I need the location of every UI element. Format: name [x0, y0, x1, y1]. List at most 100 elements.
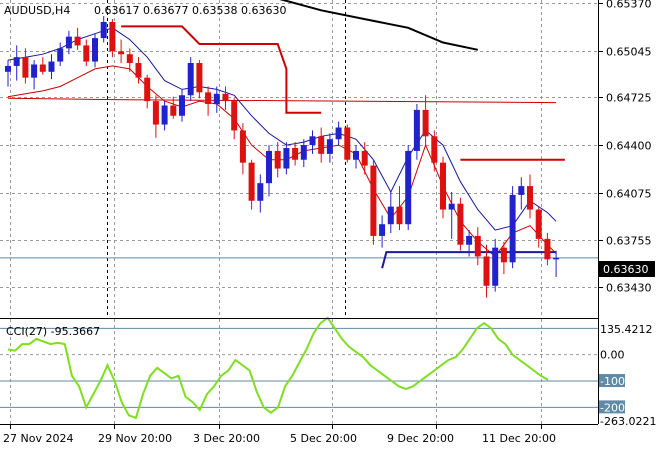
bearish-candle: [152, 101, 159, 125]
time-tick-label: 5 Dec 20:00: [290, 432, 357, 445]
bearish-candle: [292, 148, 299, 160]
bearish-candle: [544, 238, 551, 260]
bullish-candle: [13, 57, 20, 66]
time-tick-label: 27 Nov 2024: [3, 432, 73, 445]
bearish-candle: [196, 63, 203, 93]
bullish-candle: [379, 224, 386, 236]
bullish-candle: [387, 206, 394, 225]
price-axis: 0.65370 0.65045 0.64725 0.64400 0.64075 0.637…: [598, 0, 652, 295]
bullish-candle: [179, 95, 185, 116]
bullish-candle: [466, 235, 473, 245]
bearish-candle: [344, 127, 351, 160]
bearish-candle: [535, 209, 542, 239]
cci-title: CCI(27) -95.3667: [6, 325, 100, 338]
bearish-candle: [126, 54, 133, 64]
bearish-candle: [440, 162, 446, 210]
bearish-candle: [118, 51, 125, 55]
bearish-candle: [422, 109, 429, 137]
bullish-candle: [553, 257, 560, 260]
bearish-candle: [22, 57, 29, 78]
price-tick-label: 0.65045: [606, 46, 652, 59]
price-tick-label: 0.65370: [606, 0, 652, 11]
bearish-candle: [527, 186, 533, 210]
bullish-candle: [448, 203, 455, 210]
bearish-candle: [396, 206, 403, 225]
bullish-candle: [326, 139, 333, 154]
price-tick-label: 0.63430: [606, 282, 652, 295]
bullish-candle: [31, 64, 38, 78]
bullish-candle: [309, 136, 316, 146]
cci-marks: [7, 316, 549, 420]
cci-scale-label: 135.4212: [600, 323, 653, 336]
bearish-candle: [205, 92, 212, 105]
bearish-candle: [74, 36, 81, 46]
current-price-box: [599, 261, 655, 277]
bullish-candle: [48, 61, 55, 72]
bullish-candle: [300, 145, 307, 160]
bullish-candle: [100, 21, 107, 39]
bearish-candle: [483, 256, 490, 286]
price-tick-label: 0.64725: [606, 92, 652, 105]
cci-level-tag: [599, 400, 625, 414]
cci-scale-label: 0.00: [600, 349, 625, 362]
time-tick-label: 3 Dec 20:00: [193, 432, 260, 445]
bullish-candle: [65, 36, 72, 49]
cci-scale-label: -100: [600, 375, 625, 388]
long-moving-average-line: [7, 97, 557, 104]
bullish-candle: [161, 105, 168, 125]
bearish-candle: [83, 45, 90, 62]
bullish-candle: [57, 48, 64, 62]
step-resistance-line: [121, 25, 322, 114]
bearish-candle: [474, 235, 481, 257]
bearish-candle: [222, 93, 229, 102]
bearish-candle: [109, 21, 116, 52]
bullish-candle: [283, 148, 290, 169]
bearish-candle: [361, 150, 368, 166]
bullish-candle: [335, 127, 342, 140]
bullish-candle: [187, 63, 194, 96]
bullish-candle: [518, 186, 525, 195]
bullish-candle: [257, 183, 264, 201]
bullish-candle: [492, 247, 499, 286]
price-panel[interactable]: AUDUSD,H4 0.63617 0.63677 0.63538 0.6363…: [0, 0, 598, 424]
bearish-candle: [370, 165, 377, 236]
bearish-candle: [274, 150, 281, 169]
time-axis: 27 Nov 2024 29 Nov 20:00 3 Dec 20:00 5 Dec …: [3, 424, 556, 445]
bearish-candle: [135, 63, 142, 78]
bullish-candle: [92, 38, 98, 62]
cci-panel[interactable]: CCI(27) -95.3667: [0, 316, 598, 424]
cci-axis: 135.4212 0.00 -100 -200-263.0221: [599, 323, 656, 428]
bearish-candle: [39, 64, 46, 72]
time-tick-label: 9 Dec 20:00: [387, 432, 454, 445]
symbol-label: AUDUSD,H4: [4, 4, 70, 17]
cci-level-tag: [599, 374, 625, 388]
bullish-candle: [266, 150, 272, 184]
bearish-candle: [170, 105, 177, 116]
bearish-candle: [431, 136, 438, 163]
ohlc-values: 0.63617 0.63677 0.63538 0.63630: [94, 4, 286, 17]
price-tick-label: 0.64400: [606, 140, 652, 153]
price-marks: [0, 0, 598, 298]
cci-panel-background: [0, 319, 598, 424]
bullish-candle: [353, 150, 359, 160]
bearish-candle: [239, 130, 246, 163]
bullish-candle: [405, 150, 412, 225]
support-level-line: [381, 251, 557, 269]
bullish-candle: [509, 194, 516, 263]
bearish-candle: [231, 101, 238, 131]
bullish-candle: [213, 93, 220, 105]
cci-scale-label: -200: [600, 401, 625, 414]
price-tick-label: 0.64075: [606, 188, 652, 201]
current-price-label: 0.63630: [603, 263, 649, 276]
slow-moving-average-line: [279, 0, 479, 51]
cci-line: [7, 316, 549, 420]
bullish-candle: [413, 109, 420, 151]
time-tick-label: 11 Dec 20:00: [482, 432, 556, 445]
bearish-candle: [500, 247, 507, 263]
price-grid: [0, 0, 598, 424]
bearish-candle: [318, 136, 325, 154]
bullish-candle: [5, 65, 11, 72]
bearish-candle: [248, 162, 255, 201]
cci-scale-label: -263.0221: [600, 415, 656, 428]
